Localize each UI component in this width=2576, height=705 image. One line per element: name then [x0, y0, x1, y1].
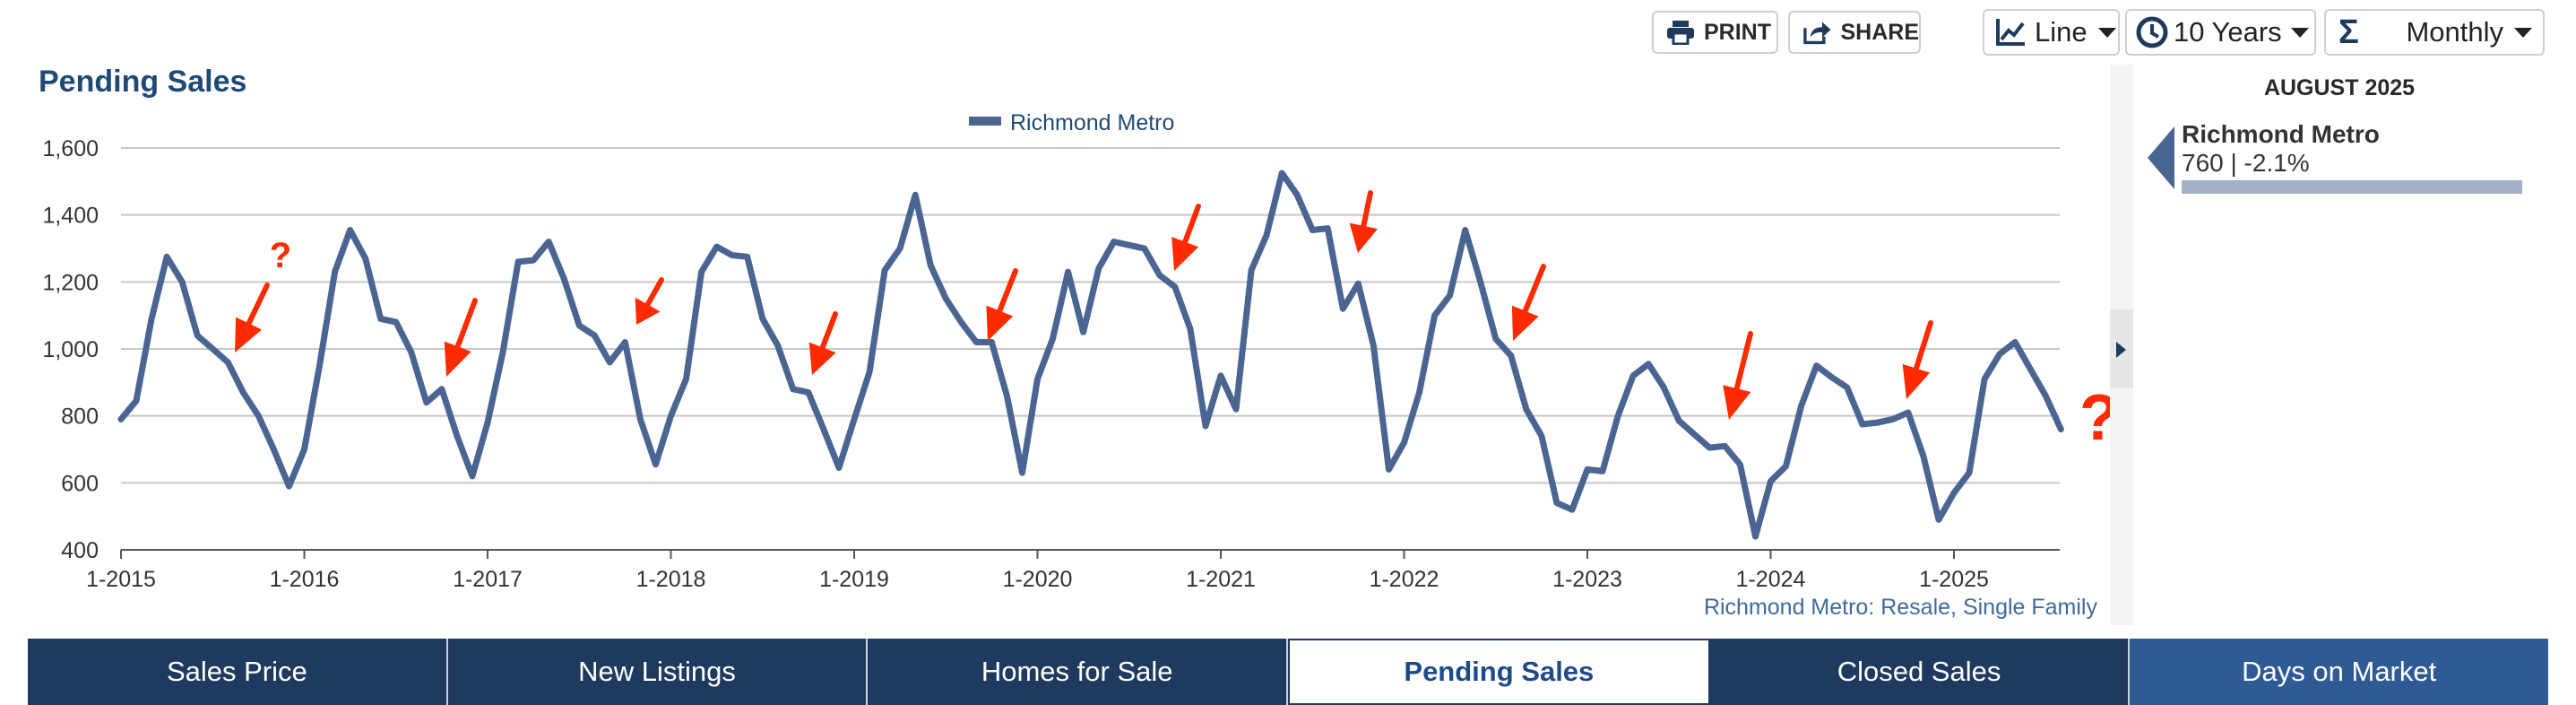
x-tick-label: 1-2017 [453, 567, 523, 592]
share-button[interactable]: SHARE [1788, 11, 1921, 54]
tab-closed-sales[interactable]: Closed Sales [1709, 639, 2131, 705]
annotation-arrowhead [235, 317, 263, 352]
info-date: AUGUST 2025 [2263, 75, 2416, 100]
x-tick-label: 1-2023 [1552, 567, 1622, 592]
print-button[interactable]: PRINT [1652, 11, 1778, 54]
x-tick-label: 1-2021 [1186, 567, 1256, 592]
annotation-arrowhead [1511, 305, 1539, 341]
annotation-arrowhead [808, 342, 836, 375]
y-tick-label: 1,000 [42, 337, 99, 362]
annotation-arrow [819, 311, 838, 351]
annotation-arrow [454, 298, 478, 350]
x-tick-label: 1-2019 [819, 567, 889, 592]
print-label: PRINT [1704, 19, 1771, 45]
annotation-arrow [1913, 320, 1933, 371]
chart-type-dropdown[interactable]: Line [1983, 9, 2120, 56]
info-value-bar [2182, 180, 2522, 194]
pending-sales-chart: 400 600 800 1,000 1,200 1,400 1,600 1-2015 1-201… [42, 110, 2110, 620]
x-tick-label: 1-2025 [1919, 567, 1989, 592]
x-tick-label: 1-2024 [1736, 567, 1806, 592]
line-chart-icon [1996, 19, 2025, 46]
chevron-down-icon [2290, 27, 2309, 38]
info-pointer [2148, 126, 2174, 189]
annotation-arrow [1182, 204, 1201, 245]
annotation-arrow [644, 277, 664, 308]
x-tick-label: 1-2018 [636, 567, 706, 592]
source-note: Richmond Metro: Resale, Single Family [1704, 595, 2098, 620]
y-tick-label: 800 [61, 405, 99, 430]
legend-swatch [969, 117, 1001, 126]
annotation-arrowhead [1902, 363, 1931, 399]
range-label: 10 Years [2174, 16, 2282, 48]
panel-toggle-button[interactable] [2110, 309, 2133, 388]
info-value: 760 | -2.1% [2182, 149, 2310, 177]
chart-type-label: Line [2035, 16, 2088, 48]
printer-icon [1667, 21, 1694, 45]
share-icon [1803, 22, 1831, 45]
annotation-arrow [1522, 264, 1546, 314]
annotation-arrowhead [444, 341, 471, 377]
x-tick-label: 1-2016 [270, 567, 340, 592]
range-dropdown[interactable]: 10 Years [2125, 9, 2316, 56]
legend-label: Richmond Metro [1010, 110, 1174, 135]
tab-pending-sales[interactable]: Pending Sales [1288, 639, 1710, 705]
x-tick-label: 1-2022 [1370, 567, 1439, 592]
tab-new-listings[interactable]: New Listings [447, 639, 869, 705]
annotation-arrow [1733, 331, 1753, 392]
interval-label: Monthly [2406, 16, 2503, 48]
clock-icon [2136, 16, 2168, 48]
y-tick-label: 1,400 [42, 204, 99, 229]
annotation-arrow [1361, 190, 1373, 229]
tab-days-on-market[interactable]: Days on Market [2130, 639, 2549, 705]
annotation-question-mark: ? [2079, 382, 2110, 454]
annotation-arrowhead [1349, 222, 1378, 253]
series-line-richmond-metro [117, 170, 2064, 540]
y-tick-label: 1,600 [42, 136, 99, 161]
annotation-arrow [997, 268, 1018, 314]
annotation-arrowhead [635, 297, 661, 325]
y-tick-label: 600 [61, 471, 99, 496]
annotation-arrow [246, 283, 270, 326]
chart-title: Pending Sales [39, 65, 247, 99]
tab-sales-price[interactable]: Sales Price [28, 639, 448, 705]
x-tick-label: 1-2020 [1003, 567, 1073, 592]
interval-dropdown[interactable]: Σ Monthly [2324, 9, 2545, 56]
annotation-arrowhead [1171, 236, 1199, 271]
metric-tabs: Sales Price New Listings Homes for Sale Pen… [28, 639, 2549, 705]
chevron-down-icon [2097, 27, 2116, 38]
annotation-arrowhead [986, 305, 1014, 341]
y-tick-label: 1,200 [42, 270, 99, 295]
chevron-down-icon [2514, 27, 2532, 38]
x-tick-label: 1-2015 [86, 567, 156, 592]
annotation-question-mark: ? [270, 236, 291, 275]
info-series-name: Richmond Metro [2182, 120, 2380, 148]
sigma-icon: Σ [2338, 13, 2359, 51]
share-label: SHARE [1840, 19, 1919, 45]
tab-homes-for-sale[interactable]: Homes for Sale [868, 639, 1289, 705]
y-tick-label: 400 [61, 538, 99, 563]
annotation-arrowhead [1723, 385, 1751, 420]
chevron-right-icon [2116, 342, 2126, 358]
